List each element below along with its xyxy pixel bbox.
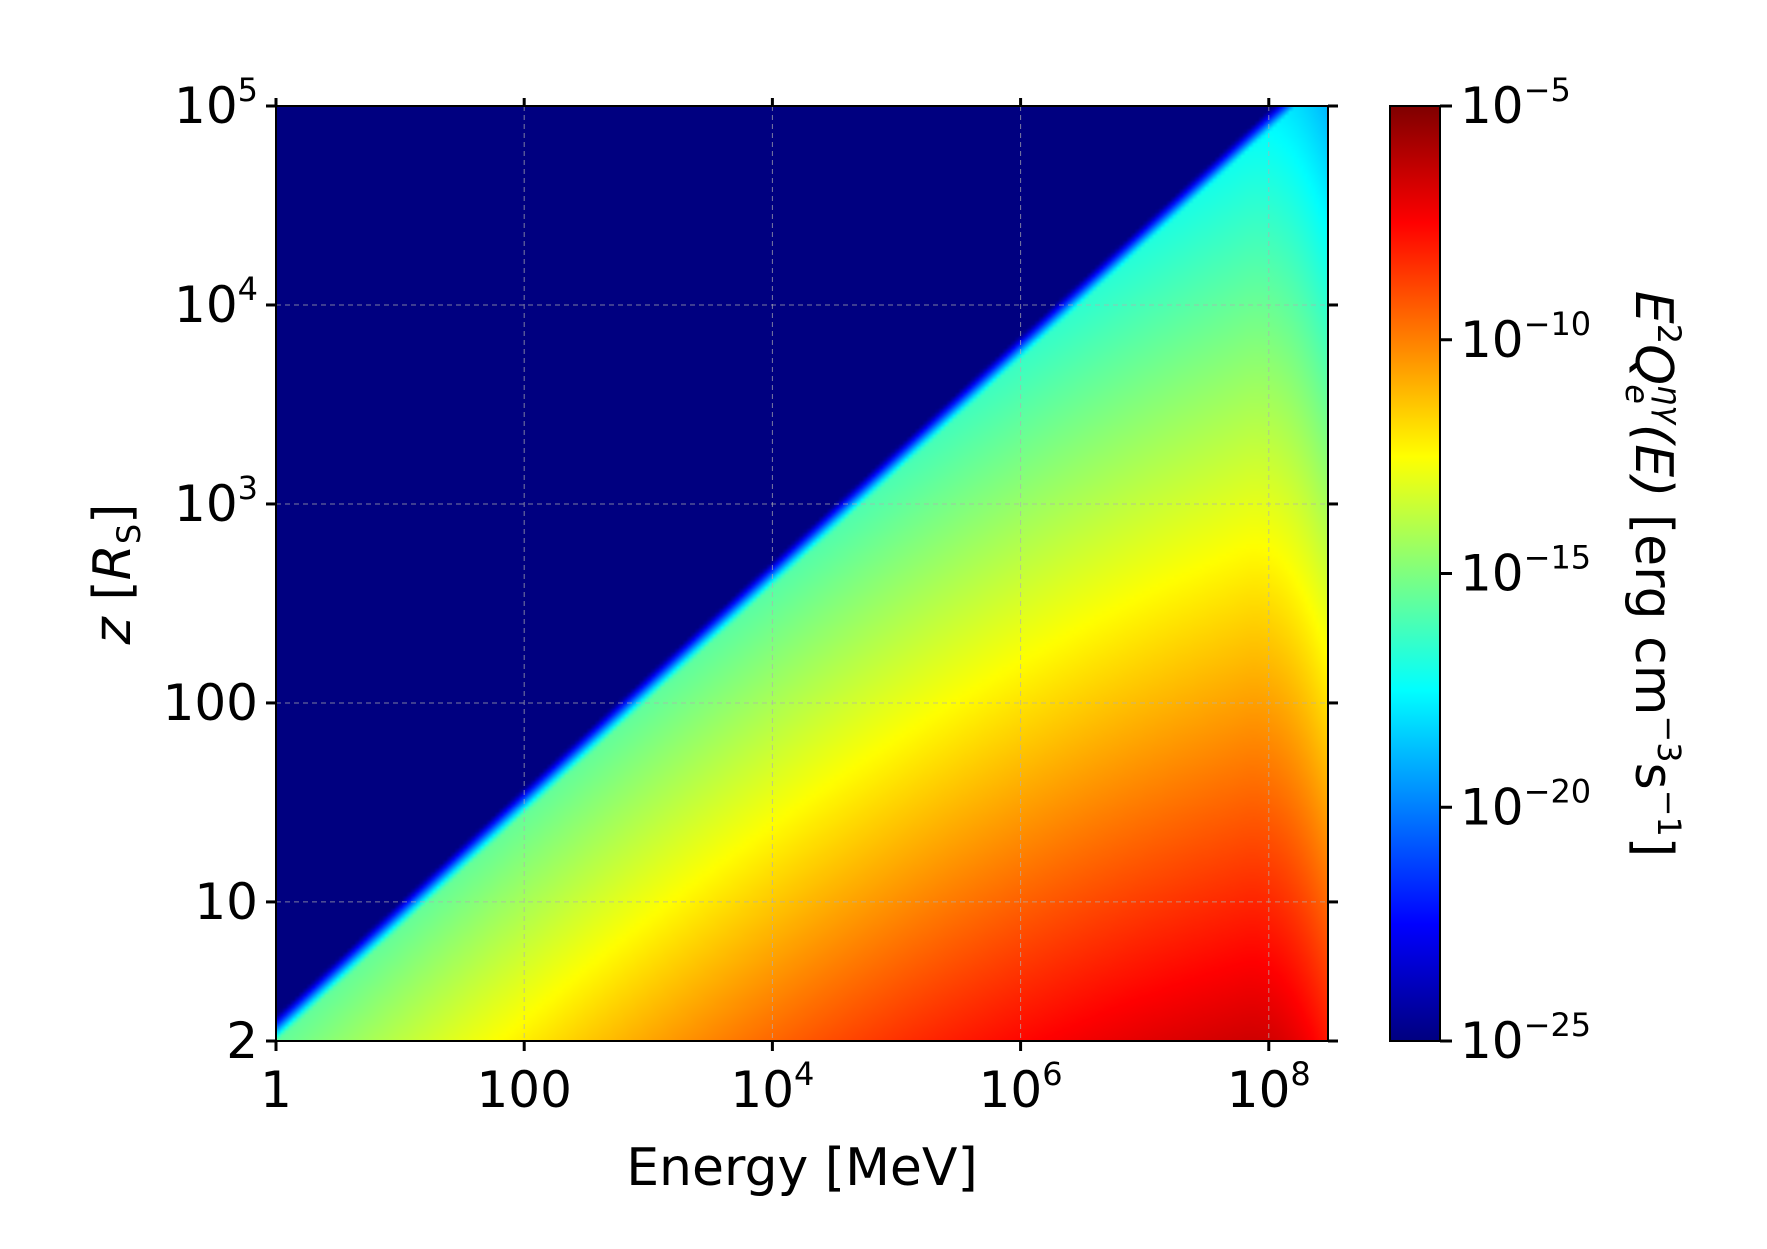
plot-frame [275, 105, 1329, 1042]
x-tick-label: 106 [979, 1055, 1063, 1119]
colorbar-label: E2Qηγe(E) [erg cm−3s−1] [1618, 291, 1688, 857]
x-tick-label: 1 [260, 1061, 292, 1119]
x-tick-label: 100 [476, 1061, 571, 1119]
heatmap-image [276, 106, 1328, 1041]
colorbar-ticks: 10−25 10−20 10−15 10−10 10−5 [1440, 71, 1591, 1070]
x-axis-label: Energy [MeV] [626, 1138, 978, 1198]
grid-lines [276, 106, 1328, 1041]
x-tick-label: 104 [730, 1055, 814, 1119]
colorbar-tick-label: 10−5 [1460, 71, 1571, 135]
x-axis-ticks: 1 100 104 106 108 [260, 98, 1311, 1119]
y-tick-label: 10 [194, 873, 258, 931]
y-tick-label: 105 [174, 71, 258, 135]
colorbar-tick-label: 10−20 [1460, 772, 1591, 836]
heatmap [276, 106, 1328, 1041]
colorbar [1389, 105, 1441, 1042]
y-axis-ticks: 2 10 100 103 104 105 [163, 71, 1338, 1070]
x-tick-label: 108 [1227, 1055, 1311, 1119]
colorbar-tick-label: 10−25 [1460, 1006, 1591, 1070]
y-tick-label: 104 [174, 270, 258, 334]
colorbar-tick-label: 10−10 [1460, 305, 1591, 369]
y-tick-label: 100 [163, 674, 258, 732]
colorbar-tick-label: 10−15 [1460, 539, 1591, 603]
y-tick-label: 103 [174, 469, 258, 533]
y-tick-label: 2 [226, 1012, 258, 1070]
y-axis-label: z [RS] [83, 504, 148, 646]
